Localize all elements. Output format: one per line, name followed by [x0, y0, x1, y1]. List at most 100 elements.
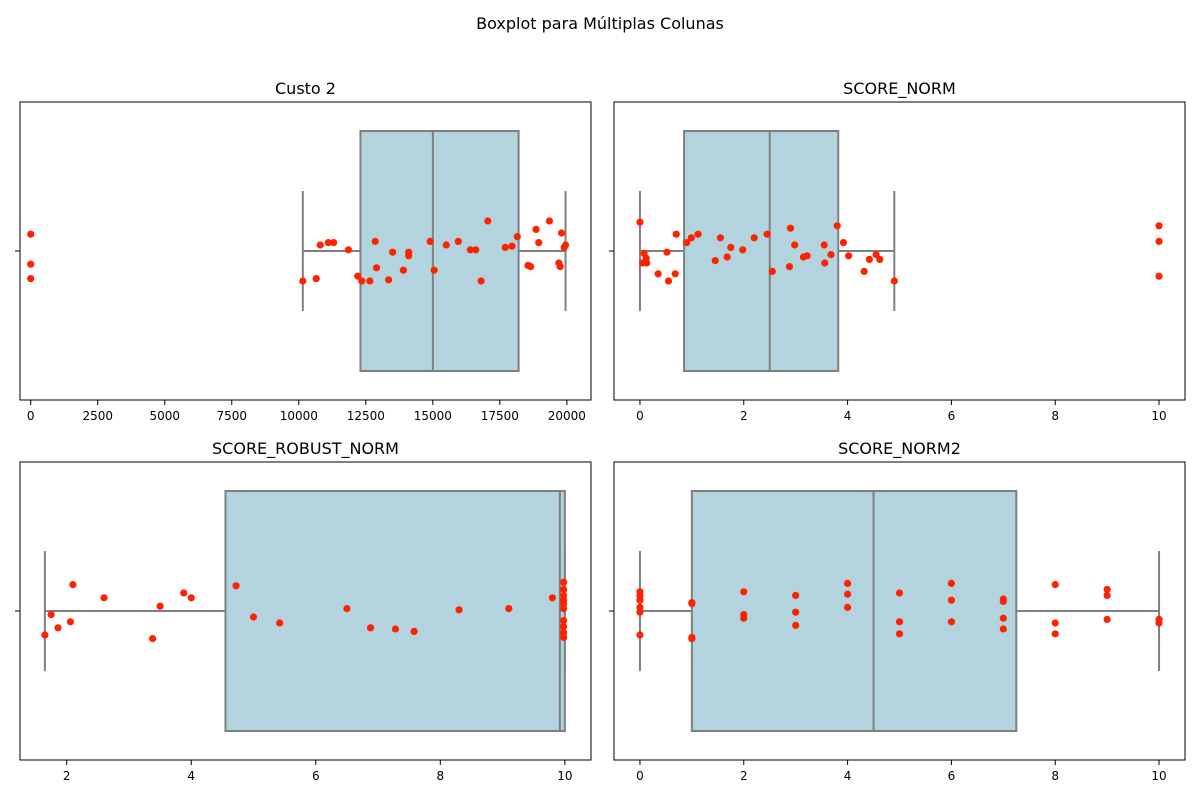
subplot-title: Custo 2: [275, 79, 336, 98]
data-point: [27, 230, 35, 238]
x-tick-label: 17500: [481, 409, 519, 423]
iqr-box: [690, 490, 1018, 732]
subplot-2: SCORE_NORM 0 2 4 6 8 10: [609, 79, 1186, 423]
data-point: [455, 606, 463, 614]
data-point: [561, 241, 570, 249]
x-tick-label: 4: [187, 769, 195, 783]
data-point: [636, 596, 644, 604]
data-point: [344, 246, 352, 254]
data-point: [865, 255, 873, 263]
data-point: [466, 246, 474, 254]
data-point: [1051, 619, 1059, 627]
data-point: [324, 239, 332, 247]
data-point: [792, 591, 800, 600]
x-tick-label: 0: [636, 769, 644, 783]
data-point: [41, 631, 49, 639]
x-tick-label: 6: [948, 409, 956, 423]
subplot-1: Custo 2 0 2500 5000 7500 10000 12500 15000 17500…: [15, 79, 592, 423]
data-point: [557, 229, 566, 237]
iqr-box: [683, 130, 840, 372]
data-point: [671, 270, 679, 278]
x-tick-label: 15000: [414, 409, 452, 423]
x-tick-label: 0: [636, 409, 644, 423]
data-point: [477, 277, 485, 285]
data-point: [527, 263, 535, 271]
data-point: [399, 266, 407, 274]
data-point: [740, 588, 748, 596]
data-point: [768, 267, 776, 275]
data-point: [654, 270, 662, 278]
data-point: [827, 251, 835, 259]
data-point: [672, 230, 680, 238]
data-point: [391, 625, 400, 633]
data-point: [792, 608, 800, 616]
data-point: [1155, 619, 1163, 627]
data-point: [947, 596, 956, 604]
data-point: [1155, 222, 1163, 230]
data-point: [548, 594, 556, 602]
data-point: [723, 253, 731, 261]
data-point: [472, 246, 480, 254]
data-point: [1051, 581, 1059, 589]
data-point: [180, 589, 188, 597]
data-point: [556, 263, 564, 271]
data-point: [560, 633, 568, 642]
x-tick-label: 6: [948, 769, 956, 783]
data-point: [716, 234, 725, 242]
data-point: [389, 248, 397, 256]
data-point: [890, 277, 898, 285]
data-point: [358, 277, 366, 285]
data-point: [410, 627, 418, 636]
data-point: [860, 267, 868, 275]
data-point: [532, 225, 540, 233]
data-point: [688, 600, 696, 608]
data-point: [739, 246, 747, 254]
data-point: [156, 602, 164, 610]
data-point: [763, 230, 771, 238]
iqr-box: [224, 490, 566, 732]
data-point: [149, 635, 157, 643]
data-point: [820, 241, 828, 249]
x-tick-label: 6: [312, 769, 320, 783]
data-point: [27, 260, 35, 268]
data-point: [187, 594, 195, 602]
x-tick-label: 0: [27, 409, 35, 423]
data-point: [785, 263, 794, 271]
data-point: [711, 257, 719, 265]
subplot-4: SCORE_NORM2 0 2 4 6 8 10: [609, 439, 1186, 783]
data-point: [636, 218, 644, 226]
data-point: [501, 243, 509, 251]
data-point: [694, 230, 702, 238]
data-point: [343, 605, 351, 613]
data-point: [947, 579, 956, 588]
data-point: [299, 277, 307, 285]
data-point: [508, 242, 516, 250]
data-point: [232, 582, 240, 590]
data-point: [999, 597, 1007, 606]
x-tick-label: 10: [557, 769, 572, 783]
data-point: [47, 611, 55, 619]
x-tick-label: 10: [1151, 769, 1166, 783]
data-point: [1103, 615, 1111, 624]
data-point: [505, 605, 513, 613]
data-point: [821, 259, 829, 267]
data-point: [845, 252, 853, 260]
x-tick-label: 10: [1151, 409, 1166, 423]
data-point: [366, 277, 374, 285]
data-point: [545, 217, 554, 225]
x-tick-label: 2: [740, 769, 748, 783]
data-point: [643, 259, 651, 267]
data-point: [843, 590, 852, 598]
data-point: [876, 255, 884, 263]
data-point: [1051, 630, 1059, 638]
data-point: [405, 248, 413, 256]
data-point: [330, 239, 338, 247]
data-point: [999, 614, 1007, 622]
data-point: [791, 241, 799, 249]
data-point: [430, 266, 438, 274]
data-point: [740, 614, 748, 622]
data-point: [560, 605, 568, 613]
data-point: [999, 625, 1007, 633]
data-point: [372, 264, 381, 272]
data-point: [276, 619, 284, 627]
